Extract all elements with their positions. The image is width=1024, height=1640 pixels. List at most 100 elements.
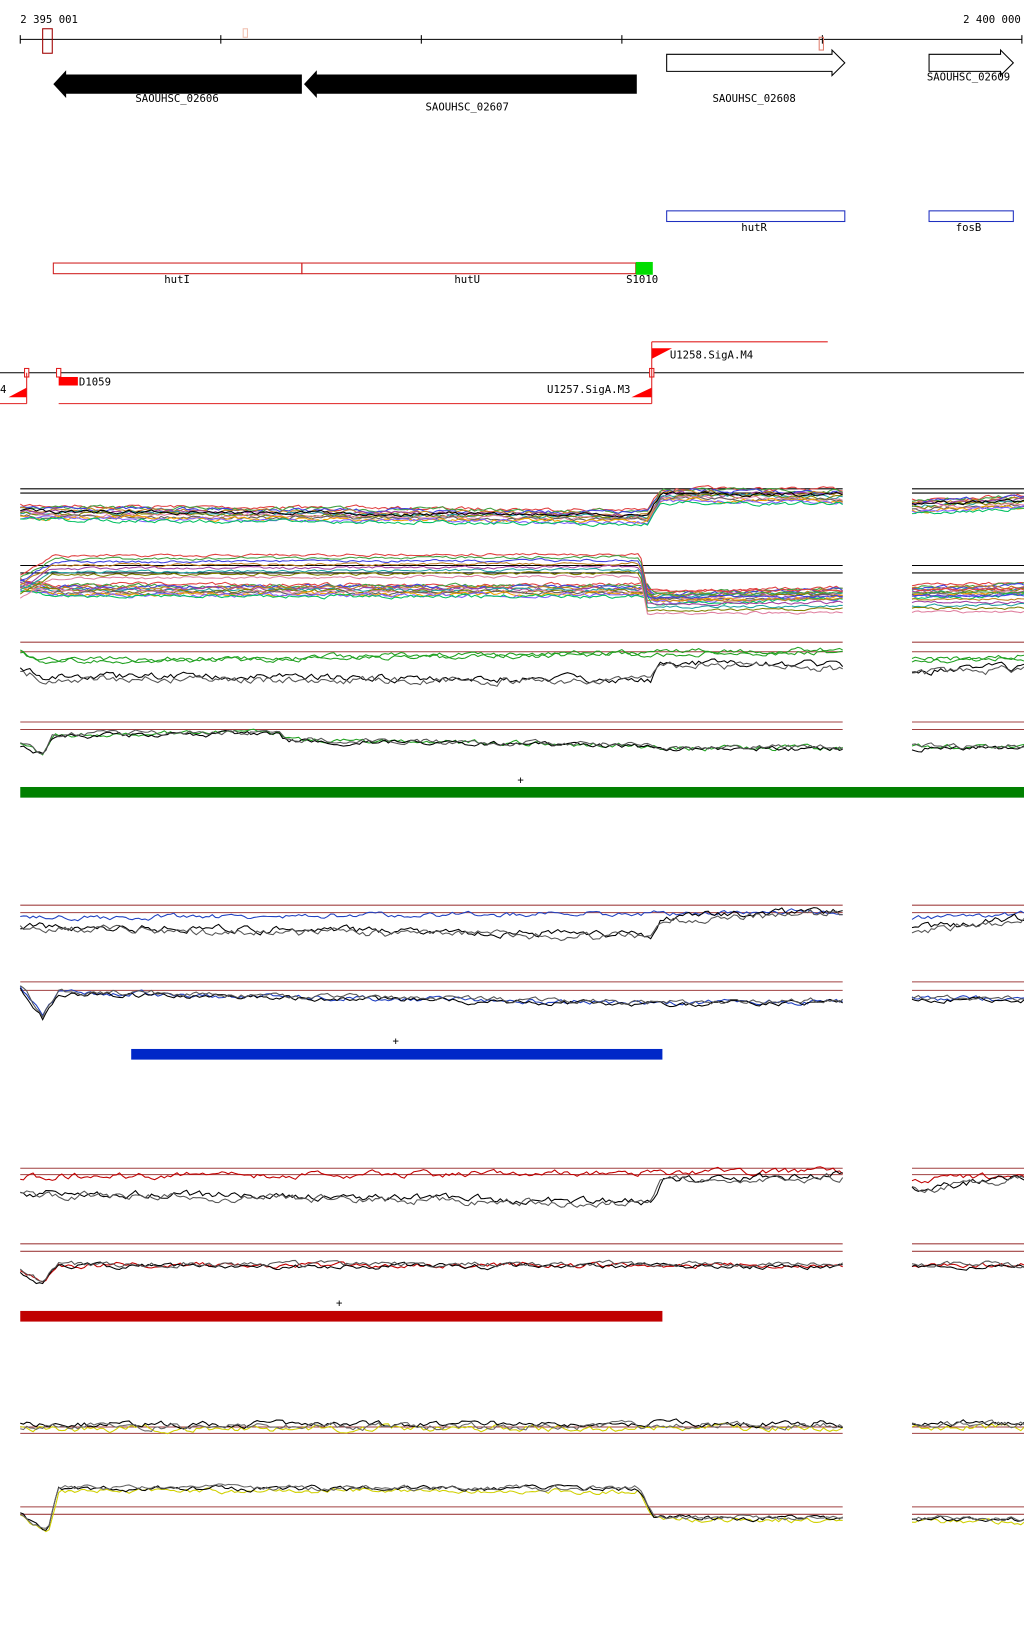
signal-line xyxy=(912,591,1024,595)
strand-marker: + xyxy=(336,1296,342,1309)
signal-line xyxy=(20,661,843,687)
signal-line xyxy=(19,564,843,606)
signal-line xyxy=(911,913,1024,929)
signal-line xyxy=(911,606,1024,611)
signal-line xyxy=(911,656,1024,664)
signal-line xyxy=(911,742,1024,750)
gene-label: SAOUHSC_02607 xyxy=(426,101,509,114)
feature-label: hutU xyxy=(454,273,480,286)
ruler xyxy=(19,35,1023,44)
signal-line xyxy=(20,908,843,922)
signal-line xyxy=(20,487,843,514)
gene-label: SAOUHSC_02608 xyxy=(712,92,795,105)
strand-marker: + xyxy=(517,774,523,787)
signal-line xyxy=(20,1172,844,1208)
signal-line xyxy=(19,909,843,942)
signal-line xyxy=(911,498,1024,506)
signal-line xyxy=(20,1487,843,1533)
transcript-label: U1258.SigA.M4 xyxy=(670,349,753,362)
transcript-label: U1257.SigA.M3 xyxy=(547,383,630,396)
transcript-label: 4 xyxy=(0,383,6,396)
signal-line xyxy=(911,500,1024,510)
signal-line xyxy=(20,1483,843,1529)
signal-line xyxy=(20,558,843,599)
signal-line xyxy=(911,505,1024,513)
signal-line xyxy=(19,567,843,610)
signal-line xyxy=(19,985,844,1019)
feature-box xyxy=(666,210,846,223)
signal-line xyxy=(20,495,843,521)
signal-line xyxy=(911,609,1024,614)
signal-line xyxy=(911,504,1024,514)
signal-line xyxy=(911,1515,1024,1523)
signal-line xyxy=(20,1484,843,1531)
signal-line xyxy=(911,494,1024,504)
feature-label: hutI xyxy=(164,273,190,286)
feature-label: hutR xyxy=(741,221,767,234)
gene-arrow xyxy=(928,48,1015,77)
signal-line xyxy=(20,1422,843,1435)
transcript-track xyxy=(0,341,1024,405)
signal-line xyxy=(911,661,1024,676)
signal-line xyxy=(19,574,843,616)
signal-line xyxy=(911,910,1024,920)
signal-line xyxy=(19,986,843,1017)
signal-line xyxy=(19,1261,843,1285)
signal-line xyxy=(911,1264,1024,1271)
signal-line xyxy=(911,581,1024,587)
feature-label: fosB xyxy=(956,221,982,234)
signal-line xyxy=(20,561,843,602)
signal-line xyxy=(911,1515,1024,1522)
signal-line xyxy=(20,646,843,663)
signal-line xyxy=(911,1260,1024,1269)
signal-line xyxy=(20,729,843,755)
signal-line xyxy=(20,1166,844,1181)
signal-line xyxy=(20,1418,843,1430)
region-bar xyxy=(131,1048,663,1060)
signal-line xyxy=(19,570,843,612)
signal-line xyxy=(20,1419,843,1432)
signal-line xyxy=(911,1175,1024,1194)
signal-line xyxy=(911,664,1024,676)
signal-line xyxy=(911,503,1024,512)
feature-box xyxy=(635,261,653,275)
signal-line xyxy=(19,1259,843,1282)
marker-box xyxy=(42,28,53,54)
signal-line xyxy=(20,500,843,527)
signal-line xyxy=(20,590,843,606)
feature-box xyxy=(928,210,1014,223)
signal-line xyxy=(911,918,1024,934)
signal-line xyxy=(19,987,843,1021)
signal-line xyxy=(911,1172,1024,1184)
signal-line xyxy=(20,552,843,593)
signal-line xyxy=(911,994,1024,1002)
signal-line xyxy=(20,498,843,525)
marker-box xyxy=(242,28,248,38)
expression-tracks xyxy=(19,485,1024,1533)
signal-line xyxy=(20,491,843,518)
gene-label: SAOUHSC_02606 xyxy=(135,92,218,105)
gene-arrow xyxy=(304,70,637,98)
signal-line xyxy=(911,1419,1024,1429)
axis-end: 2 400 000 xyxy=(963,13,1021,26)
axis-start: 2 395 001 xyxy=(20,13,78,26)
signal-line xyxy=(20,650,843,665)
signal-line xyxy=(911,593,1024,598)
signal-line xyxy=(911,1419,1024,1427)
transcript-label: D1059 xyxy=(79,375,111,388)
region-bar xyxy=(20,786,1024,798)
signal-line xyxy=(911,597,1024,601)
signal-line xyxy=(19,554,843,597)
signal-line xyxy=(19,658,844,684)
signal-line xyxy=(911,602,1024,608)
signal-line xyxy=(911,587,1024,592)
gene-label: SAOUHSC_02609 xyxy=(927,71,1010,84)
feature-label: S1010 xyxy=(626,273,658,286)
signal-line xyxy=(19,577,843,594)
signal-line xyxy=(911,600,1024,605)
signal-line xyxy=(911,654,1024,661)
gene-arrow xyxy=(53,70,302,98)
signal-line xyxy=(911,507,1024,515)
